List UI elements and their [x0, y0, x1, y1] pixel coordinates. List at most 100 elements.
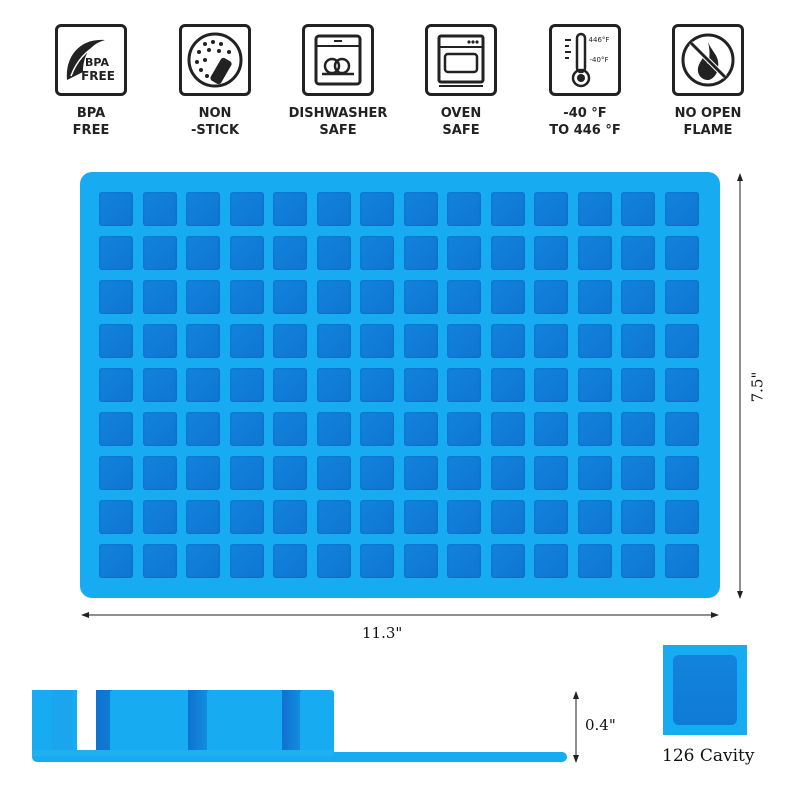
oven-icon	[425, 24, 497, 96]
tray-cavity	[621, 500, 655, 534]
tray-cavity	[577, 544, 612, 578]
tray-cavity	[360, 280, 394, 314]
tray-cavity	[490, 192, 525, 226]
tray-cavity	[186, 412, 220, 446]
tray-cavity	[447, 192, 481, 226]
tray-cavity	[99, 324, 133, 358]
width-label: 11.3"	[362, 624, 403, 642]
tray-cavity	[316, 412, 351, 446]
non-stick-pan-icon	[179, 24, 251, 96]
tray-cavity	[664, 368, 699, 402]
tray-cavity	[229, 324, 264, 358]
tray-cavity	[621, 544, 655, 578]
tray-cavity	[360, 236, 394, 270]
tray-cavity	[403, 236, 438, 270]
free-icon-text: FREE	[81, 69, 115, 83]
tray-cavity	[447, 544, 481, 578]
feature-label-line1: -40 °F	[563, 106, 607, 121]
feature-label-line1: OVEN	[440, 106, 482, 121]
tray-cavity	[99, 368, 133, 402]
tray-cavity	[664, 456, 699, 490]
tray-cavity	[360, 412, 394, 446]
max-temp-icon-text: 446°F	[589, 36, 610, 44]
tray-cavity	[316, 280, 351, 314]
feature-no-open-flame: NO OPEN FLAME	[648, 24, 768, 139]
tray-cavity	[316, 368, 351, 402]
tray-cavity	[229, 192, 264, 226]
feature-label-line1: NO OPEN	[674, 106, 742, 121]
tray-cavity	[229, 236, 264, 270]
tray-cavity	[99, 500, 133, 534]
tray-cavity	[186, 368, 220, 402]
tray-cavity	[360, 324, 394, 358]
tray-cavity	[534, 192, 568, 226]
tray-cavity	[360, 500, 394, 534]
tray-cavity	[447, 280, 481, 314]
tray-cavity	[403, 456, 438, 490]
no-open-flame-icon	[672, 24, 744, 96]
feature-bpa-free: BPA FREE BPA FREE	[31, 24, 151, 139]
tray-cavity	[142, 280, 177, 314]
tray-cavity	[229, 456, 264, 490]
tray-cavity	[664, 192, 699, 226]
tray-cavity	[664, 236, 699, 270]
tray-cavity	[186, 500, 220, 534]
tray-cavity	[360, 192, 394, 226]
tray-cavity	[490, 412, 525, 446]
tray-cavity	[142, 500, 177, 534]
tray-cavity	[447, 500, 481, 534]
tray-cavity	[621, 192, 655, 226]
tray-cavity	[99, 280, 133, 314]
bpa-free-leaf-icon: BPA FREE	[55, 24, 127, 96]
feature-label-line1: BPA	[76, 106, 106, 121]
feature-label-line2: FREE	[72, 123, 110, 138]
tray-cavity	[186, 192, 220, 226]
tray-cavity	[142, 544, 177, 578]
tray-cavity	[273, 544, 307, 578]
dishwasher-icon	[302, 24, 374, 96]
tray-cavity	[534, 500, 568, 534]
feature-label-line2: -STICK	[190, 123, 240, 138]
depth-label: 0.4"	[585, 716, 616, 734]
single-cavity-closeup	[663, 645, 747, 735]
tray-cavity	[186, 324, 220, 358]
tray-cavity	[229, 544, 264, 578]
tray-cavity	[229, 280, 264, 314]
tray-cavity	[403, 280, 438, 314]
feature-label-line2: SAFE	[319, 123, 357, 138]
tray-cavity	[490, 500, 525, 534]
tray-cavity	[316, 544, 351, 578]
silicone-tray-side-view	[32, 690, 567, 762]
tray-cavity	[403, 368, 438, 402]
tray-cavity	[142, 324, 177, 358]
tray-cavity	[621, 412, 655, 446]
tray-cavity	[316, 500, 351, 534]
tray-cavity	[99, 192, 133, 226]
tray-cavity	[316, 324, 351, 358]
tray-cavity	[534, 456, 568, 490]
tray-cavity	[534, 280, 568, 314]
min-temp-icon-text: -40°F	[590, 56, 609, 64]
tray-cavity	[664, 280, 699, 314]
tray-cavity	[577, 456, 612, 490]
tray-cavity	[664, 324, 699, 358]
tray-cavity	[621, 324, 655, 358]
thermometer-icon: 446°F -40°F	[549, 24, 621, 96]
tray-cavity	[316, 192, 351, 226]
tray-cavity	[621, 236, 655, 270]
tray-cavity	[490, 456, 525, 490]
bpa-icon-text: BPA	[85, 56, 109, 69]
tray-cavity	[99, 236, 133, 270]
cavity-well	[673, 655, 737, 725]
tray-cavity	[360, 368, 394, 402]
tray-cavity	[99, 412, 133, 446]
tray-cavity	[577, 280, 612, 314]
tray-cavity	[490, 324, 525, 358]
tray-cavity	[447, 324, 481, 358]
tray-cavity	[577, 236, 612, 270]
tray-cavity	[360, 544, 394, 578]
tray-cavity	[621, 368, 655, 402]
tray-cavity	[490, 544, 525, 578]
tray-cavity	[186, 456, 220, 490]
